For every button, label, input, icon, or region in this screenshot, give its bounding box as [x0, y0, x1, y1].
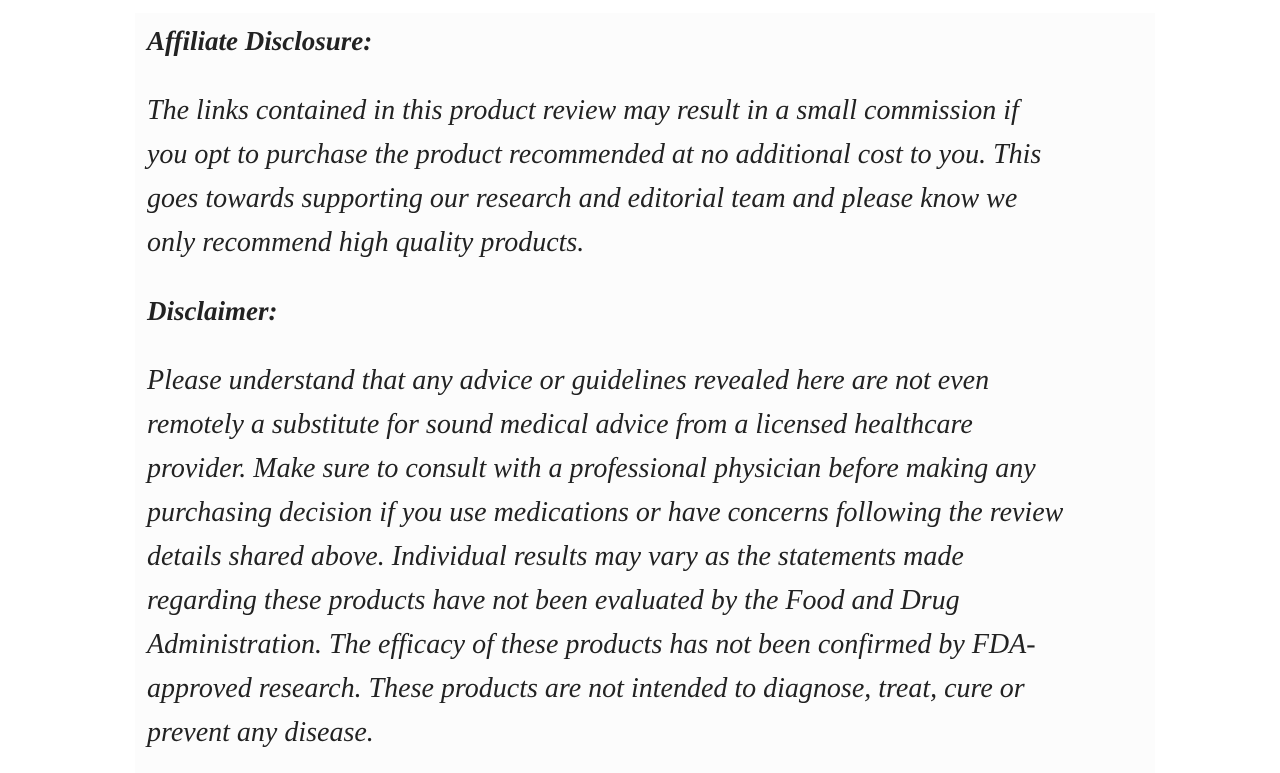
text-line: purchasing decision if you use medicatio… [147, 497, 1064, 528]
text-line: you opt to purchase the product recommen… [147, 139, 1042, 170]
disclaimer-paragraph: Please understand that any advice or gui… [147, 359, 1063, 755]
affiliate-paragraph: The links contained in this product revi… [147, 89, 1041, 265]
text-line: details shared above. Individual results… [147, 541, 964, 572]
text-line: remotely a substitute for sound medical … [147, 409, 973, 440]
text-line: Please understand that any advice or gui… [147, 365, 990, 396]
text-line: provider. Make sure to consult with a pr… [147, 453, 1036, 484]
text-line: goes towards supporting our research and… [147, 183, 1018, 214]
affiliate-heading: Affiliate Disclosure: [147, 26, 373, 56]
text-line: prevent any disease. [147, 717, 374, 748]
text-line: Administration. The efficacy of these pr… [147, 629, 1036, 660]
text-line: regarding these products have not been e… [147, 585, 960, 616]
text-line: The links contained in this product revi… [147, 95, 1019, 126]
text-line: only recommend high quality products. [147, 227, 585, 258]
text-line: approved research. These products are no… [147, 673, 1025, 704]
disclaimer-heading: Disclaimer: [147, 296, 278, 326]
content-panel [135, 13, 1155, 773]
